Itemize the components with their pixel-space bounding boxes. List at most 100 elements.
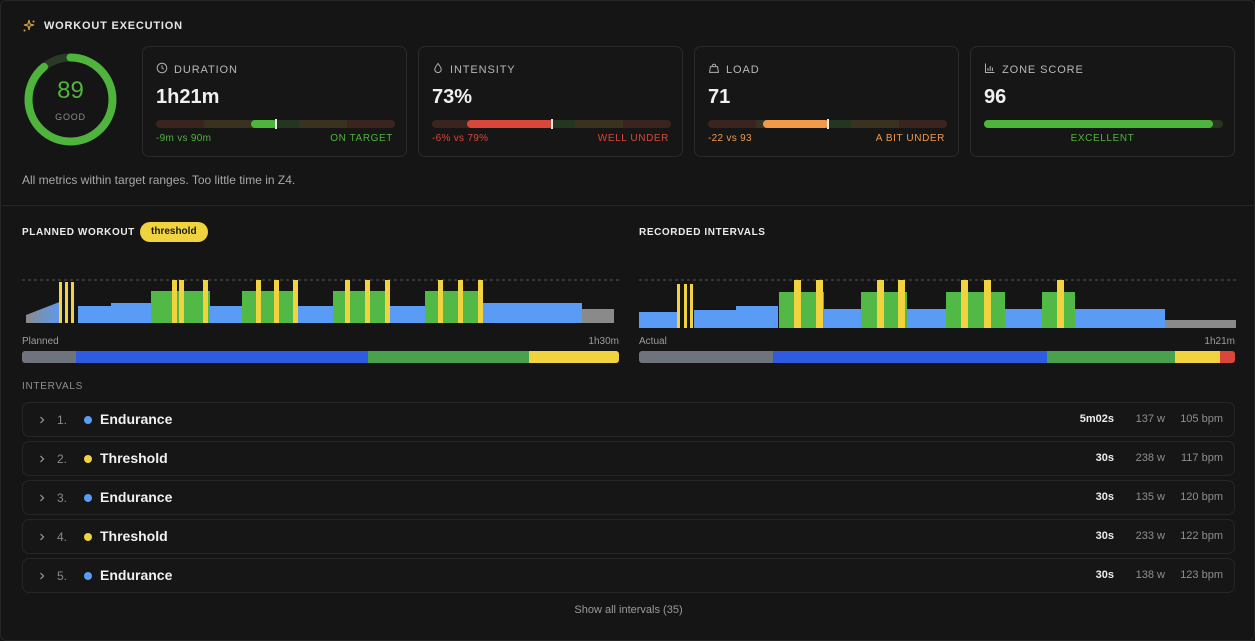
recorded-zone-recovery [639, 351, 774, 363]
section-divider [2, 205, 1255, 206]
planned-tempo-block [242, 291, 298, 323]
intervals-section-title: INTERVALS [22, 381, 83, 392]
interval-zone-dot [84, 572, 92, 580]
interval-row[interactable]: 4. Threshold 30s 233 w 122 bpm [22, 519, 1235, 554]
chevron-right-icon[interactable] [36, 569, 48, 581]
recorded-threshold-block [984, 280, 991, 328]
recorded-endurance-block [907, 309, 946, 328]
interval-power: 137 w [1135, 413, 1165, 425]
planned-threshold-block [345, 280, 350, 323]
planned-endurance-block [210, 306, 242, 323]
interval-power: 138 w [1135, 569, 1165, 581]
recorded-threshold-block [684, 284, 687, 328]
planned-threshold-block [179, 280, 184, 323]
duration-label: DURATION [174, 64, 238, 76]
chevron-right-icon[interactable] [36, 491, 48, 503]
interval-name: Endurance [100, 489, 173, 505]
recorded-threshold-block [1057, 280, 1064, 328]
duration-bar-fill [251, 120, 277, 128]
intensity-delta: -6% vs 79% [432, 133, 489, 144]
interval-heart-rate: 117 bpm [1181, 452, 1223, 464]
zone-score-card: ZONE SCORE 96 EXCELLENT [970, 46, 1235, 157]
duration-target-marker [275, 119, 277, 129]
interval-row[interactable]: 5. Endurance 30s 138 w 123 bpm [22, 558, 1235, 593]
interval-duration: 30s [1095, 530, 1114, 542]
recorded-endurance-block [736, 306, 778, 328]
interval-row[interactable]: 2. Threshold 30s 238 w 117 bpm [22, 441, 1235, 476]
recorded-threshold-block [961, 280, 968, 328]
planned-tempo-block [333, 291, 389, 323]
clock-icon [156, 61, 168, 79]
score-value: 89 [57, 77, 84, 104]
interval-name: Threshold [100, 528, 168, 544]
interval-heart-rate: 120 bpm [1180, 491, 1223, 503]
recorded-cooldown-block [1165, 320, 1236, 328]
zone-score-value: 96 [984, 86, 1007, 108]
recorded-endurance-block [1075, 309, 1165, 328]
planned-threshold-block [172, 280, 177, 323]
recorded-zone-vo2 [1220, 351, 1235, 363]
interval-power: 135 w [1135, 491, 1165, 503]
interval-row[interactable]: 3. Endurance 30s 135 w 120 bpm [22, 480, 1235, 515]
panel-header: WORKOUT EXECUTION [22, 18, 183, 34]
interval-duration: 30s [1095, 452, 1114, 464]
planned-total-label: 1h30m [588, 336, 619, 347]
planned-threshold-block [71, 282, 74, 323]
interval-name: Endurance [100, 411, 173, 427]
planned-zone-threshold [529, 351, 619, 363]
interval-name: Threshold [100, 450, 168, 466]
load-value: 71 [708, 86, 731, 108]
planned-cooldown-block [582, 309, 614, 323]
duration-card: DURATION 1h21m -9m vs 90m ON TARGET [142, 46, 407, 157]
chevron-right-icon[interactable] [36, 530, 48, 542]
planned-tempo-block [425, 291, 481, 323]
load-label: LOAD [726, 64, 760, 76]
interval-zone-dot [84, 455, 92, 463]
recorded-threshold-block [794, 280, 801, 328]
planned-endurance-block [111, 303, 151, 323]
intensity-card: INTENSITY 73% -6% vs 79% WELL UNDER [418, 46, 683, 157]
workout-type-badge: threshold [140, 222, 208, 242]
intensity-value: 73% [432, 86, 473, 108]
recorded-endurance-block [639, 312, 677, 328]
planned-threshold-block [385, 280, 390, 323]
interval-zone-dot [84, 494, 92, 502]
load-delta: -22 vs 93 [708, 133, 752, 144]
planned-threshold-block [65, 282, 68, 323]
duration-value: 1h21m [156, 86, 220, 108]
planned-zone-recovery [22, 351, 76, 363]
interval-zone-dot [84, 416, 92, 424]
duration-status: ON TARGET [330, 133, 393, 144]
recorded-zone-tempo [1047, 351, 1176, 363]
planned-zone-tempo [368, 351, 530, 363]
intensity-target-marker [551, 119, 553, 129]
planned-threshold-block [438, 280, 443, 323]
recorded-zone-threshold [1175, 351, 1221, 363]
planned-workout-title: PLANNED WORKOUT [22, 227, 135, 238]
interval-row[interactable]: 1. Endurance 5m02s 137 w 105 bpm [22, 402, 1235, 437]
interval-heart-rate: 122 bpm [1180, 530, 1223, 542]
recorded-endurance-block [694, 310, 736, 328]
execution-score-ring: 89 GOOD [22, 51, 119, 148]
interval-index: 4. [57, 530, 68, 544]
planned-threshold-block [274, 280, 279, 323]
interval-index: 5. [57, 569, 68, 583]
planned-threshold-block [59, 282, 62, 323]
interval-index: 2. [57, 452, 68, 466]
planned-warmup-ramp [26, 301, 62, 323]
show-all-intervals-link[interactable]: Show all intervals (35) [574, 604, 683, 616]
interval-duration: 5m02s [1079, 413, 1114, 425]
intensity-status: WELL UNDER [597, 133, 669, 144]
chevron-right-icon[interactable] [36, 413, 48, 425]
interval-name: Endurance [100, 567, 173, 583]
planned-threshold-block [256, 280, 261, 323]
recorded-threshold-block [898, 280, 905, 328]
recorded-threshold-block [690, 284, 693, 328]
drop-icon [432, 61, 444, 79]
zone-score-status: EXCELLENT [1070, 133, 1135, 144]
chevron-right-icon[interactable] [36, 452, 48, 464]
planned-start-label: Planned [22, 336, 59, 347]
load-target-marker [827, 119, 829, 129]
sparkle-icon [22, 19, 36, 33]
